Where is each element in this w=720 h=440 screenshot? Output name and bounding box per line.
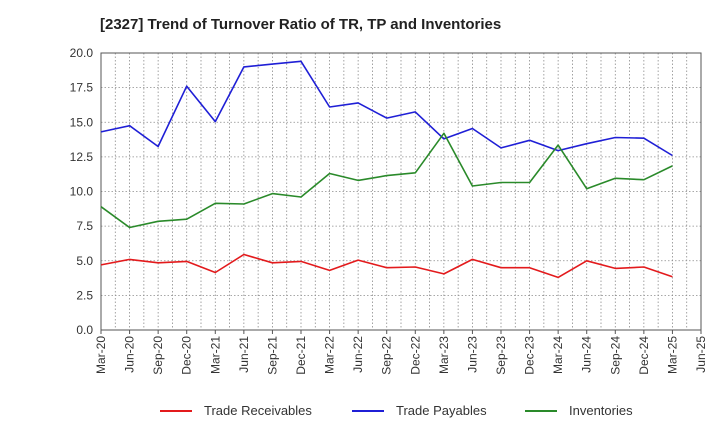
legend-label: Trade Receivables	[204, 403, 312, 418]
x-tick-label: Mar-22	[323, 336, 337, 374]
legend-item: Trade Payables	[352, 403, 487, 418]
x-tick-label: Mar-21	[208, 336, 222, 374]
y-tick-label: 12.5	[70, 150, 94, 164]
series-line-trade-payables	[100, 60, 673, 157]
x-tick-label: Jun-20	[123, 336, 137, 373]
plot-frame	[100, 52, 702, 331]
x-tick-label: Sep-23	[494, 336, 508, 375]
axis-layer: 0.0 2.5 5.0 7.5 10.0 12.5 15.0 17.5 20.0 Mar-20 Ju…	[70, 46, 708, 375]
legend-label: Trade Payables	[396, 403, 487, 418]
x-tick-label: Dec-22	[408, 336, 422, 375]
y-tick-label: 5.0	[76, 254, 93, 268]
x-tick-label: Jun-25	[694, 336, 708, 373]
y-tick-label: 17.5	[70, 81, 94, 95]
y-tick-label: 2.5	[76, 288, 93, 302]
series-line-trade-receivables	[100, 253, 673, 279]
x-tick-label: Sep-24	[608, 336, 622, 375]
x-tick-label: Mar-25	[665, 336, 679, 374]
x-tick-label: Jun-23	[465, 336, 479, 373]
x-tick-label: Mar-23	[437, 336, 451, 374]
series-layer	[100, 60, 673, 279]
legend: Trade Receivables Trade Payables Inventori…	[160, 403, 633, 418]
x-tick-label: Dec-21	[294, 336, 308, 375]
x-tick-label: Dec-24	[637, 336, 651, 375]
y-tick-label: 15.0	[70, 115, 94, 129]
x-tick-label: Sep-22	[380, 336, 394, 375]
x-tick-label: Dec-23	[523, 336, 537, 375]
legend-label: Inventories	[569, 403, 633, 418]
x-tick-label: Sep-20	[151, 336, 165, 375]
x-tick-label: Mar-20	[94, 336, 108, 374]
x-tick-label: Jun-24	[580, 336, 594, 373]
series-line-inventories	[100, 132, 673, 229]
legend-item: Trade Receivables	[160, 403, 312, 418]
x-tick-label: Sep-21	[265, 336, 279, 375]
x-tick-label: Jun-21	[237, 336, 251, 373]
grid-layer	[100, 52, 702, 331]
x-tick-label: Jun-22	[351, 336, 365, 373]
y-tick-label: 7.5	[76, 219, 93, 233]
y-tick-label: 0.0	[76, 323, 93, 337]
legend-item: Inventories	[525, 403, 633, 418]
x-tick-label: Mar-24	[551, 336, 565, 374]
chart-title: [2327] Trend of Turnover Ratio of TR, TP…	[100, 16, 502, 33]
x-tick-label: Dec-20	[180, 336, 194, 375]
y-tick-label: 20.0	[70, 46, 94, 60]
y-tick-label: 10.0	[70, 185, 94, 199]
